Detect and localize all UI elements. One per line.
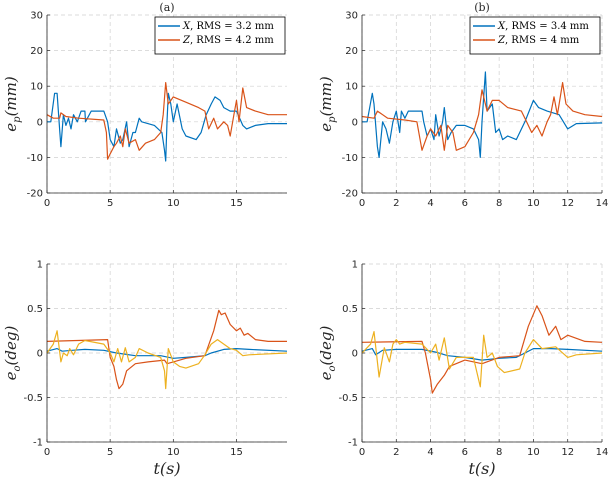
x-tick-label: 14 bbox=[596, 447, 608, 458]
legend-name: X bbox=[182, 21, 191, 32]
x-tick-label: 4 bbox=[427, 447, 433, 458]
legend: X, RMS = 3.2 mm Z, RMS = 4.2 mm bbox=[154, 16, 286, 55]
x-axis-label: t(s) bbox=[153, 459, 180, 478]
x-tick-label: 12 bbox=[561, 198, 574, 209]
legend-entry: X, RMS = 3.2 mm bbox=[182, 21, 274, 32]
x-tick-label: 14 bbox=[596, 198, 608, 209]
series-line-1 bbox=[361, 305, 603, 394]
x-tick-label: 5 bbox=[107, 447, 113, 458]
y-label-sub: p bbox=[327, 116, 338, 123]
series-line-2 bbox=[361, 331, 603, 388]
legend-box bbox=[154, 16, 286, 55]
y-label-sub: o bbox=[12, 365, 23, 371]
legend-label: , RMS = 4 mm bbox=[505, 35, 580, 46]
y-tick-label: -0.5 bbox=[23, 393, 43, 404]
x-tick-label: 15 bbox=[230, 447, 243, 458]
x-tick-label: 4 bbox=[427, 198, 433, 209]
y-label-base: e bbox=[2, 123, 20, 132]
x-tick-label: 0 bbox=[359, 447, 365, 458]
series-line-X bbox=[47, 92, 287, 162]
x-tick-label: 10 bbox=[527, 198, 540, 209]
y-label-unit: (deg) bbox=[317, 326, 335, 366]
x-tick-label: 12 bbox=[561, 447, 574, 458]
x-tick-label: 0 bbox=[44, 447, 50, 458]
x-tick-label: 15 bbox=[230, 198, 243, 209]
y-tick-label: -10 bbox=[342, 153, 358, 164]
series-line-1 bbox=[46, 309, 287, 390]
legend-entry: X, RMS = 3.4 mm bbox=[497, 21, 589, 32]
x-tick-label: 10 bbox=[167, 447, 180, 458]
legend-entry: Z, RMS = 4.2 mm bbox=[182, 35, 274, 46]
y-tick-label: 1 bbox=[352, 260, 358, 271]
y-tick-label: 0 bbox=[352, 117, 358, 128]
x-axis-label: t(s) bbox=[468, 459, 495, 478]
y-tick-label: -10 bbox=[27, 153, 43, 164]
y-tick-label: 0.5 bbox=[27, 304, 43, 315]
y-tick-label: 10 bbox=[30, 82, 43, 93]
x-tick-label: 8 bbox=[496, 198, 502, 209]
legend-label: , RMS = 4.2 mm bbox=[190, 35, 274, 46]
y-axis-label: eo(deg) bbox=[2, 326, 23, 381]
x-tick-label: 2 bbox=[393, 198, 399, 209]
y-label-unit: (mm) bbox=[317, 76, 335, 116]
y-axis-label: ep(mm) bbox=[317, 76, 338, 132]
legend-label: , RMS = 3.2 mm bbox=[190, 21, 274, 32]
legend-name: X bbox=[497, 21, 506, 32]
y-tick-label: -0.5 bbox=[338, 393, 358, 404]
y-label-sub: o bbox=[327, 365, 338, 371]
y-tick-label: 20 bbox=[30, 46, 43, 57]
y-label-base: e bbox=[317, 123, 335, 132]
x-tick-label: 5 bbox=[107, 198, 113, 209]
y-label-base: e bbox=[317, 371, 335, 380]
x-tick-label: 10 bbox=[167, 198, 180, 209]
subplot-2: 0 5 10 15 -1 -0.5 0 0.5 1 eo(deg) t(s) bbox=[2, 260, 288, 478]
x-tick-label: 10 bbox=[527, 447, 540, 458]
y-tick-label: 20 bbox=[345, 46, 358, 57]
legend-name: Z bbox=[182, 35, 191, 46]
y-tick-label: 1 bbox=[37, 260, 43, 271]
y-tick-label: 30 bbox=[345, 11, 358, 22]
y-tick-label: 30 bbox=[30, 11, 43, 22]
y-tick-label: -1 bbox=[33, 438, 43, 449]
x-tick-label: 6 bbox=[462, 447, 468, 458]
y-tick-label: -20 bbox=[342, 189, 358, 200]
subplot-title: (b) bbox=[474, 1, 490, 14]
y-tick-label: 10 bbox=[345, 82, 358, 93]
series-line-0 bbox=[46, 348, 288, 359]
series-line-Z bbox=[361, 82, 603, 151]
y-tick-label: -20 bbox=[27, 189, 43, 200]
subplot-title: (a) bbox=[159, 1, 174, 14]
y-tick-label: 0.5 bbox=[342, 304, 358, 315]
legend-label: , RMS = 3.4 mm bbox=[505, 21, 589, 32]
x-tick-label: 0 bbox=[44, 198, 50, 209]
legend-entry: Z, RMS = 4 mm bbox=[497, 35, 580, 46]
y-label-base: e bbox=[2, 371, 20, 380]
subplot-3: 0 2 4 6 8 10 12 14 -1 -0.5 0 0.5 1 eo(deg) t(s) bbox=[317, 260, 608, 479]
series-line-Z bbox=[46, 82, 287, 160]
y-tick-label: -1 bbox=[348, 438, 358, 449]
x-tick-label: 0 bbox=[359, 198, 365, 209]
series-line-X bbox=[362, 71, 603, 158]
x-tick-label: 6 bbox=[462, 198, 468, 209]
legend-name: Z bbox=[497, 35, 506, 46]
subplot-0: 0 5 10 15 -20 -10 0 10 20 30 (a) ep(mm) X, RMS = 3.2… bbox=[2, 1, 287, 209]
legend: X, RMS = 3.4 mm Z, RMS = 4 mm bbox=[469, 16, 601, 55]
y-label-unit: (deg) bbox=[2, 326, 20, 366]
x-tick-label: 2 bbox=[393, 447, 399, 458]
y-tick-label: 0 bbox=[352, 349, 358, 360]
legend-box bbox=[469, 16, 601, 55]
y-label-sub: p bbox=[12, 116, 23, 123]
series-line-2 bbox=[46, 330, 288, 390]
y-label-unit: (mm) bbox=[2, 76, 20, 116]
y-tick-label: 0 bbox=[37, 117, 43, 128]
x-tick-label: 8 bbox=[496, 447, 502, 458]
y-tick-label: 0 bbox=[37, 349, 43, 360]
y-axis-label: eo(deg) bbox=[317, 326, 338, 381]
y-axis-label: ep(mm) bbox=[2, 76, 23, 132]
